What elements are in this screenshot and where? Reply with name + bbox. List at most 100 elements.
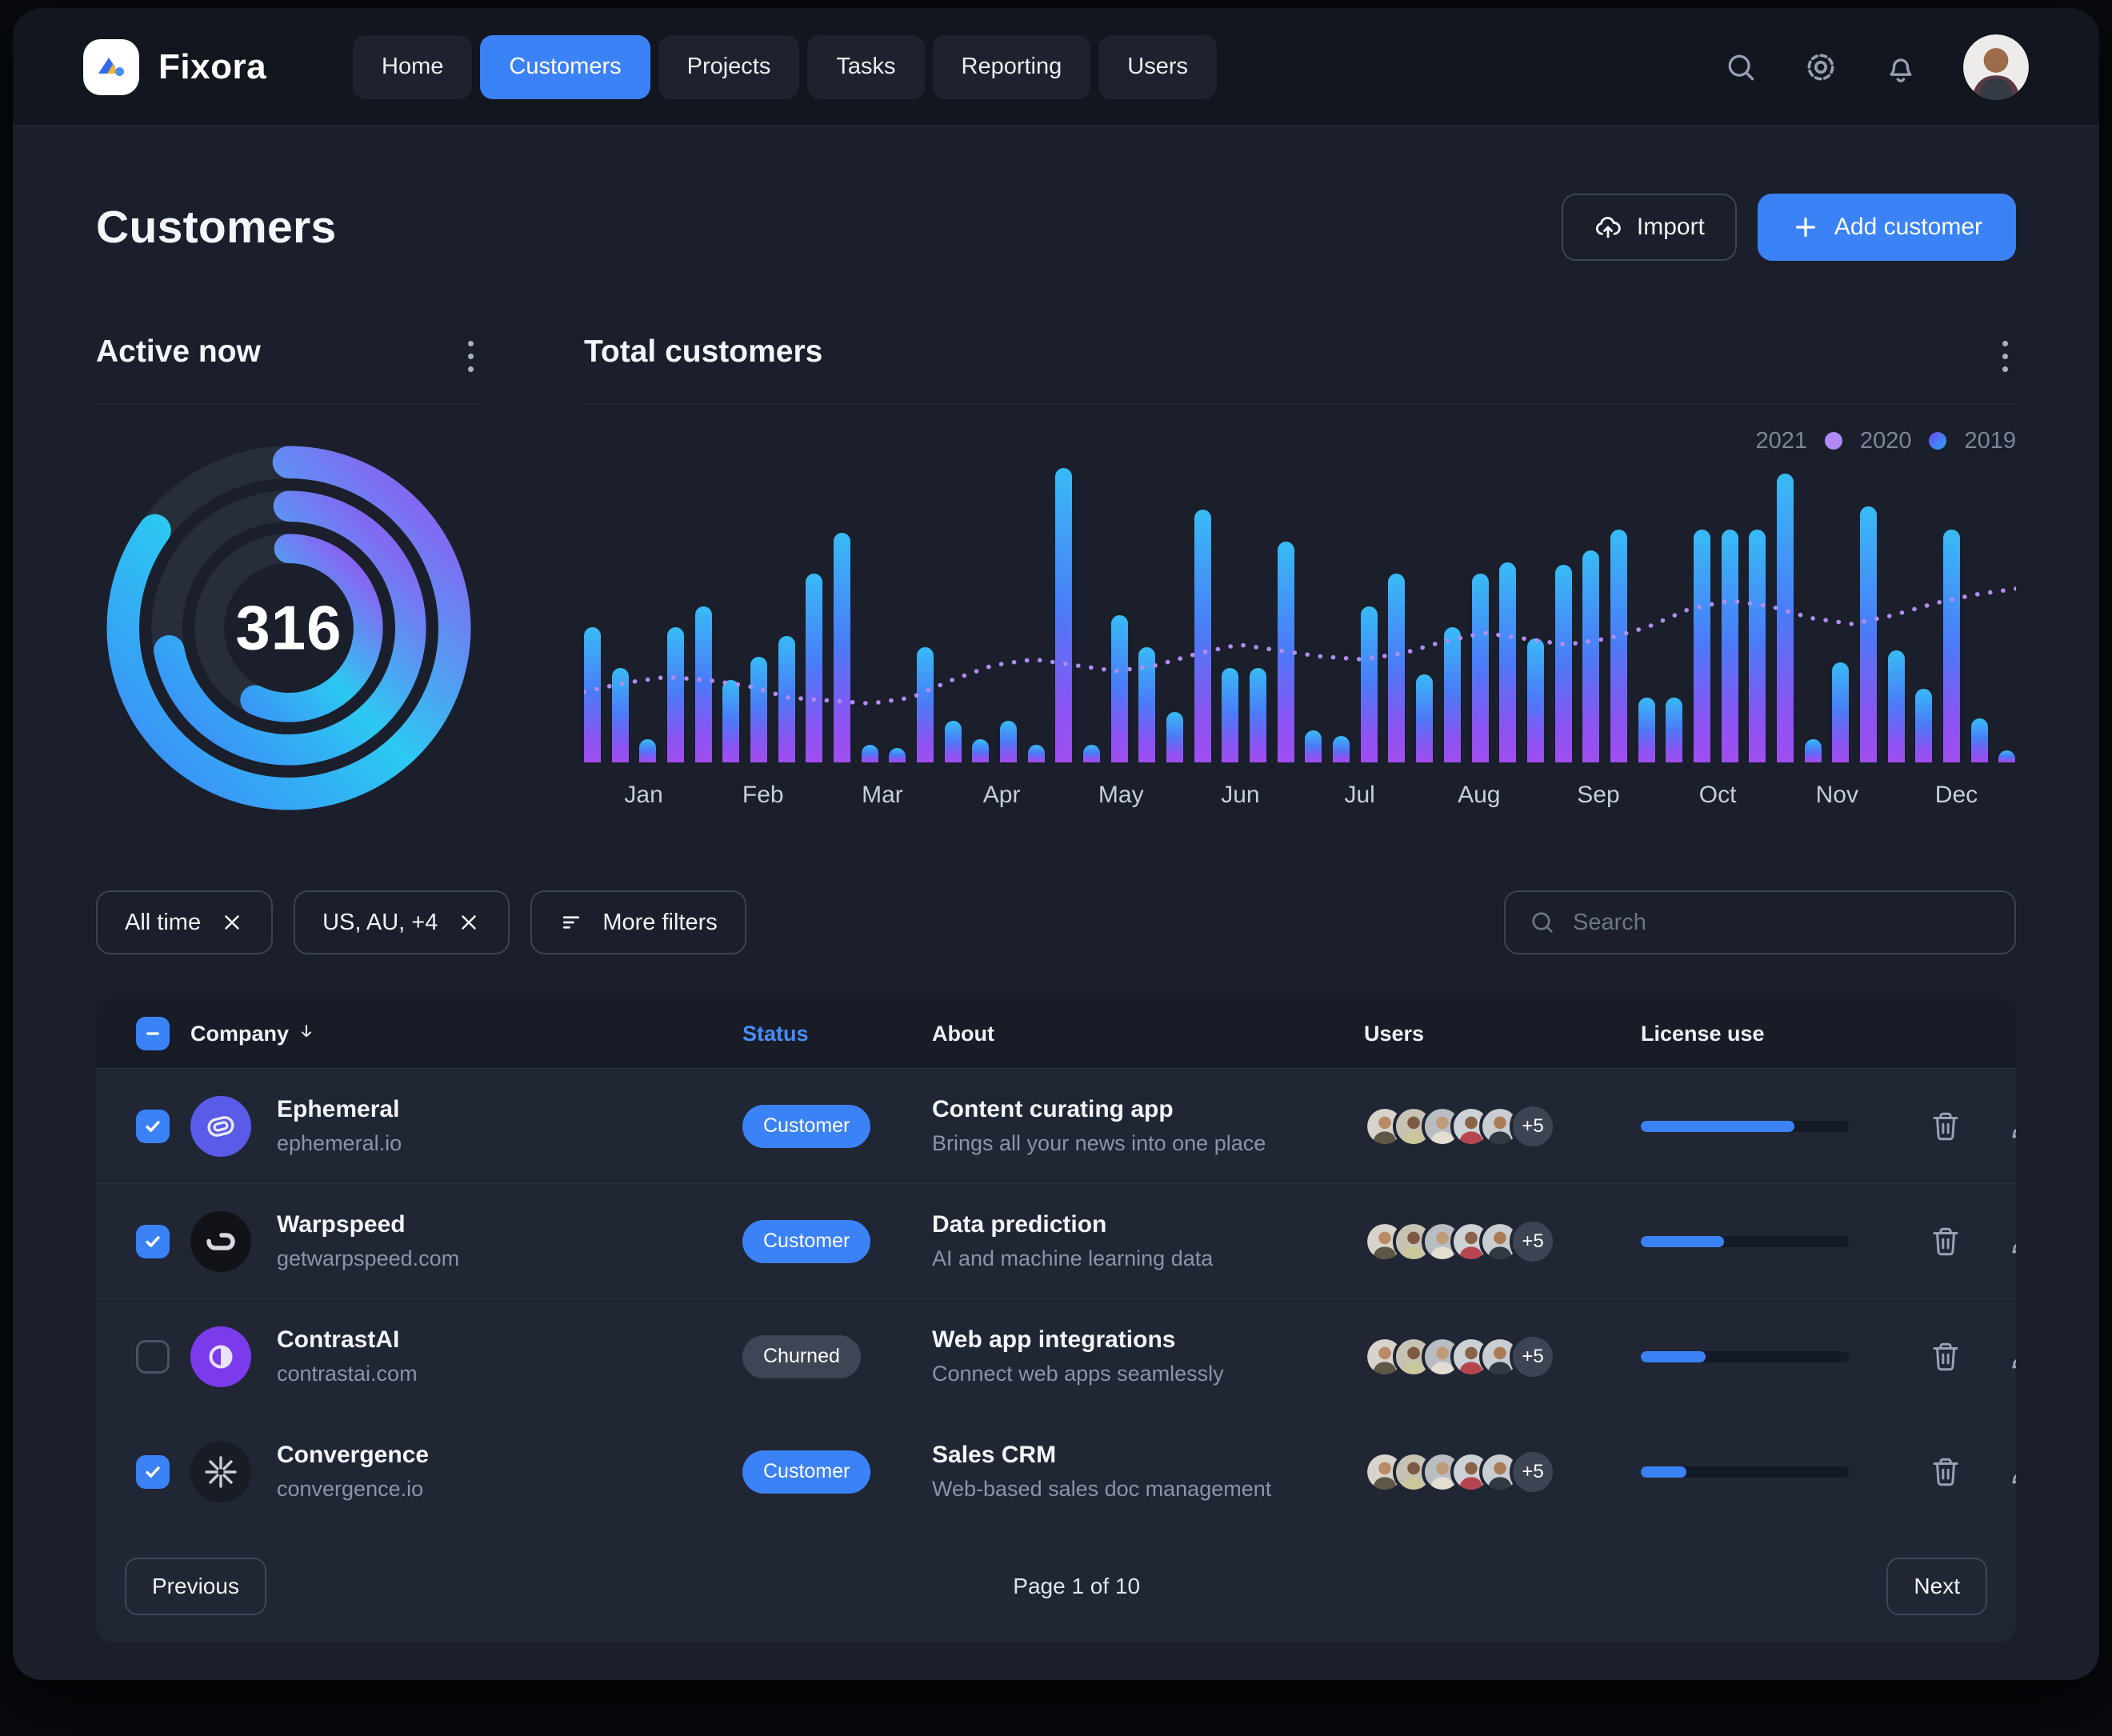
bar — [1305, 730, 1322, 762]
page-actions: Import Add customer — [1561, 194, 2016, 261]
legend-label-2019: 2019 — [1964, 427, 2016, 454]
about-subtitle: Connect web apps seamlessly — [932, 1362, 1224, 1386]
pencil-icon — [2012, 1358, 2016, 1369]
chart-x-axis-labels: Jan Feb Mar Apr May Jun Jul Aug Sep Oct Nov Dec — [584, 782, 2016, 809]
page-indicator: Page 1 of 10 — [1013, 1573, 1141, 1598]
user-avatar — [1450, 1450, 1492, 1493]
legend-label-2020: 2020 — [1859, 427, 1912, 454]
x-axis-label-feb: Feb — [742, 782, 784, 808]
select-all-checkbox[interactable] — [136, 1017, 170, 1050]
column-header-about[interactable]: About — [932, 1021, 994, 1046]
gear-icon[interactable] — [1803, 50, 1838, 85]
row-checkbox[interactable] — [136, 1109, 170, 1143]
check-icon — [146, 1466, 160, 1478]
edit-row-button[interactable] — [2007, 1340, 2016, 1374]
row-checkbox[interactable] — [136, 1339, 170, 1374]
users-avatars: +5 — [1364, 1218, 1641, 1265]
trash-icon — [1933, 1458, 1958, 1486]
more-users-badge[interactable]: +5 — [1510, 1333, 1556, 1380]
donut-ring-middle — [151, 490, 426, 766]
search-icon — [1532, 912, 1553, 933]
about-title: Web app integrations — [932, 1326, 1176, 1353]
bar — [1859, 506, 1877, 762]
search-icon[interactable] — [1723, 50, 1758, 85]
bell-icon[interactable] — [1883, 50, 1918, 85]
delete-row-button[interactable] — [1929, 1110, 1962, 1143]
column-header-license[interactable]: License use — [1641, 1021, 1765, 1046]
bar — [1000, 721, 1018, 762]
bar — [1055, 468, 1073, 762]
nav-item-reporting[interactable]: Reporting — [932, 34, 1091, 99]
bar — [834, 532, 851, 762]
minus-icon — [146, 1032, 159, 1035]
bar — [750, 656, 768, 762]
bar — [1138, 647, 1156, 762]
bar — [1250, 668, 1267, 762]
x-axis-label-jul: Jul — [1344, 782, 1375, 808]
delete-row-button[interactable] — [1929, 1455, 1962, 1489]
filter-chip-more-filters[interactable]: More filters — [530, 890, 746, 954]
main-nav: Home Customers Projects Tasks Reporting Users — [353, 34, 1217, 99]
row-checkbox[interactable] — [136, 1454, 170, 1489]
filter-chip-all-time[interactable]: All time — [96, 890, 274, 954]
delete-row-button[interactable] — [1929, 1225, 1962, 1258]
company-name: Ephemeral — [277, 1096, 400, 1122]
edit-row-button[interactable] — [2007, 1110, 2016, 1143]
app-window: Fixora Home Customers Projects Tasks Reporti… — [13, 8, 2099, 1680]
edit-row-button[interactable] — [2007, 1225, 2016, 1258]
user-avatar — [1479, 1450, 1521, 1493]
bar — [889, 747, 906, 762]
column-header-company[interactable]: Company — [190, 1022, 742, 1046]
edit-row-button[interactable] — [2007, 1455, 2016, 1489]
delete-row-button[interactable] — [1929, 1340, 1962, 1374]
active-now-title: Active now — [96, 334, 261, 369]
bar — [1277, 542, 1294, 762]
column-header-users[interactable]: Users — [1364, 1021, 1425, 1046]
license-progress — [1641, 1235, 1849, 1247]
bar — [1942, 530, 1960, 762]
more-users-badge[interactable]: +5 — [1510, 1102, 1556, 1150]
filter-chip-us-au-4[interactable]: US, AU, +4 — [294, 890, 510, 954]
total-customers-title: Total customers — [584, 334, 823, 369]
more-users-badge[interactable]: +5 — [1510, 1218, 1556, 1265]
import-button[interactable]: Import — [1561, 194, 1737, 261]
column-header-status[interactable]: Status — [742, 1021, 809, 1046]
x-axis-label-dec: Dec — [1934, 782, 1978, 808]
about-title: Sales CRM — [932, 1442, 1057, 1468]
active-now-value: 316 — [235, 592, 342, 663]
bar — [611, 668, 629, 762]
nav-item-tasks[interactable]: Tasks — [807, 34, 925, 99]
bar — [1804, 738, 1822, 762]
total-customers-menu-kebab-icon[interactable] — [1994, 334, 2016, 378]
row-checkbox[interactable] — [136, 1224, 170, 1258]
bar — [1083, 744, 1101, 762]
user-avatar — [1422, 1105, 1463, 1147]
bar — [1222, 668, 1239, 762]
pencil-icon — [2012, 1243, 2016, 1254]
nav-item-home[interactable]: Home — [353, 34, 473, 99]
table-row-warpspeed: Warpspeed getwarpspeed.com Customer Data… — [96, 1183, 2016, 1298]
previous-page-button[interactable]: Previous — [125, 1557, 266, 1615]
user-avatar — [1479, 1335, 1521, 1378]
pencil-icon — [2012, 1128, 2016, 1138]
x-axis-label-aug: Aug — [1458, 782, 1501, 808]
bar — [806, 574, 823, 762]
about-subtitle: Web-based sales doc management — [932, 1477, 1272, 1501]
search-input[interactable] — [1573, 909, 1992, 936]
nav-item-users[interactable]: Users — [1098, 34, 1217, 99]
active-now-menu-kebab-icon[interactable] — [460, 334, 482, 378]
nav-item-customers[interactable]: Customers — [480, 34, 650, 99]
more-users-badge[interactable]: +5 — [1510, 1448, 1556, 1495]
add-customer-button[interactable]: Add customer — [1757, 194, 2016, 261]
bar — [1554, 565, 1572, 762]
filter-lines-icon — [563, 916, 580, 929]
bar — [1471, 574, 1489, 762]
bar — [694, 606, 712, 762]
nav-item-projects[interactable]: Projects — [658, 34, 800, 99]
user-avatar[interactable] — [1963, 34, 2029, 100]
bar — [1749, 530, 1766, 762]
bar — [1887, 650, 1905, 762]
next-page-button[interactable]: Next — [1886, 1557, 1987, 1615]
users-avatars: +5 — [1364, 1448, 1641, 1495]
bar — [1360, 606, 1378, 762]
